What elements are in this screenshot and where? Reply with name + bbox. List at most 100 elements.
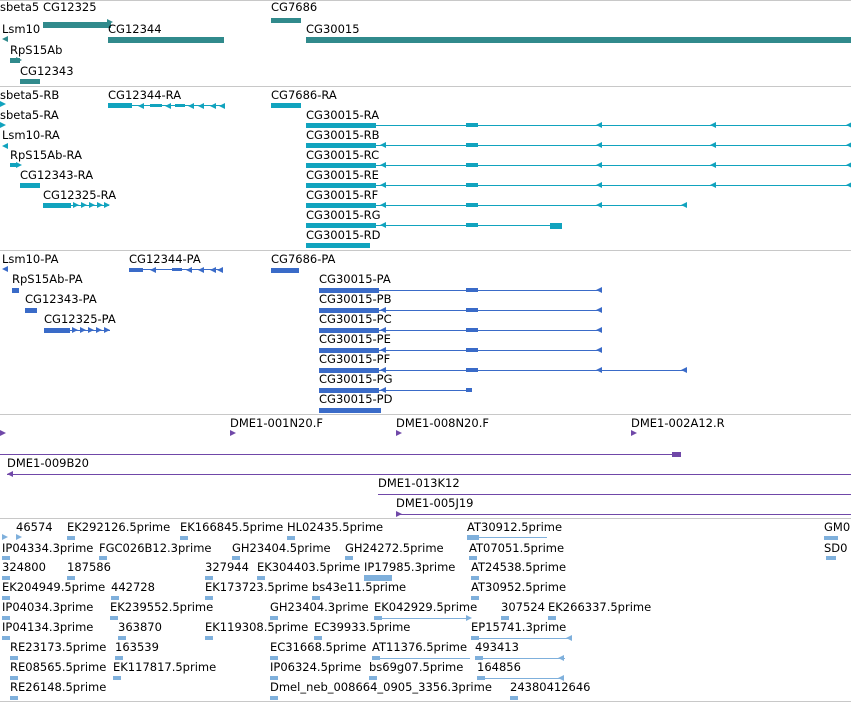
- feature-label: bs43e11.5prime: [312, 580, 407, 594]
- exon-bar: [2, 636, 10, 640]
- strand-arrow-left-icon: [380, 222, 386, 228]
- exon-bar: [270, 656, 278, 660]
- exon-bar: [118, 636, 126, 640]
- exon-bar: [10, 676, 18, 680]
- exon-bar: [43, 203, 71, 208]
- feature-label: EK204949.5prime: [2, 580, 106, 594]
- feature-label: CG30015-PB: [319, 292, 392, 306]
- feature-label: RpS15Ab-RA: [10, 148, 82, 162]
- exon-bar: [466, 348, 478, 352]
- feature-label: 187586: [67, 560, 111, 574]
- exon-bar: [469, 556, 477, 560]
- exon-bar: [205, 636, 213, 640]
- feature-label: CG7686-PA: [271, 252, 336, 266]
- strand-arrow-right-icon: [81, 202, 87, 208]
- intron-line: [306, 125, 851, 126]
- intron-line: [319, 370, 687, 371]
- feature-label: EK304403.5prime: [257, 560, 361, 574]
- strand-arrow-left-icon: [380, 327, 386, 333]
- exon-bar: [466, 368, 478, 372]
- feature-label: GH23404.5prime: [232, 541, 331, 555]
- exon-bar: [67, 576, 75, 580]
- intron-line: [306, 145, 851, 146]
- exon-bar: [477, 676, 485, 680]
- exon-bar: [271, 18, 301, 23]
- exon-bar: [501, 616, 509, 620]
- exon-bar: [306, 143, 376, 148]
- exon-bar: [369, 676, 377, 680]
- exon-bar: [270, 616, 278, 620]
- feature-label: CG30015-PE: [319, 332, 391, 346]
- intron-line: [319, 390, 471, 391]
- strand-arrow-right-icon: [396, 511, 402, 517]
- feature-label: 442728: [111, 580, 155, 594]
- intron-line: [378, 494, 851, 495]
- exon-bar: [25, 308, 37, 313]
- feature-label: IP04034.3prime: [2, 600, 94, 614]
- feature-label: CG30015-RG: [306, 208, 381, 222]
- feature-label: EK292126.5prime: [67, 520, 171, 534]
- strand-arrow-left-icon: [380, 307, 386, 313]
- feature-label: 24380412646: [510, 680, 591, 694]
- strand-arrow-left-icon: [846, 162, 851, 168]
- feature-label: CG12344-PA: [129, 252, 201, 266]
- feature-label: AT24538.5prime: [471, 560, 567, 574]
- feature-label: CG30015-RB: [306, 128, 380, 142]
- exon-bar: [466, 328, 478, 332]
- exon-bar: [271, 103, 301, 108]
- strand-arrow-left-icon: [681, 367, 687, 373]
- exon-bar: [306, 243, 370, 248]
- feature-label: sbeta5-RB: [0, 88, 60, 102]
- strand-arrow-left-icon: [2, 266, 8, 272]
- exon-bar: [10, 163, 18, 167]
- strand-arrow-left-icon: [596, 162, 602, 168]
- strand-arrow-right-icon: [0, 430, 6, 436]
- feature-label: DME1-005J19: [396, 496, 474, 510]
- strand-arrow-left-icon: [150, 267, 156, 273]
- strand-arrow-right-icon: [16, 162, 22, 168]
- exon-bar: [475, 656, 483, 660]
- exon-bar: [306, 203, 376, 208]
- feature-label: CG12344: [108, 22, 162, 36]
- exon-bar: [306, 37, 851, 43]
- exon-bar: [257, 576, 265, 580]
- strand-arrow-left-icon: [558, 675, 564, 681]
- feature-label: CG30015-PA: [319, 272, 391, 286]
- exon-bar: [466, 203, 478, 207]
- strand-arrow-left-icon: [186, 267, 192, 273]
- feature-label: 46574: [16, 520, 53, 534]
- track-separator: [0, 414, 851, 415]
- feature-label: 363870: [118, 620, 162, 634]
- feature-label: RE08565.5prime: [10, 660, 107, 674]
- track-separator: [0, 518, 851, 519]
- strand-arrow-left-icon: [596, 367, 602, 373]
- feature-label: EK239552.5prime: [110, 600, 214, 614]
- exon-bar: [550, 223, 562, 229]
- feature-label: CG30015-PF: [319, 352, 391, 366]
- strand-arrow-right-icon: [230, 430, 236, 436]
- intron-line: [396, 514, 851, 515]
- strand-arrow-left-icon: [2, 143, 8, 149]
- exon-bar: [129, 268, 143, 272]
- strand-arrow-left-icon: [7, 471, 13, 477]
- exon-bar: [108, 37, 224, 43]
- strand-arrow-right-icon: [104, 327, 110, 333]
- exon-bar: [510, 696, 518, 700]
- exon-bar: [364, 575, 392, 581]
- feature-label: RpS15Ab-PA: [12, 272, 83, 286]
- intron-line: [306, 185, 851, 186]
- exon-bar: [2, 616, 10, 620]
- exon-bar: [287, 536, 295, 540]
- intron-line: [477, 678, 563, 679]
- strand-arrow-right-icon: [0, 101, 6, 107]
- strand-arrow-left-icon: [219, 103, 225, 109]
- feature-label: DME1-013K12: [378, 476, 460, 490]
- strand-arrow-left-icon: [380, 202, 386, 208]
- exon-bar: [67, 536, 75, 540]
- strand-arrow-right-icon: [0, 122, 6, 128]
- exon-bar: [115, 656, 123, 660]
- feature-label: Lsm10-RA: [2, 128, 60, 142]
- strand-arrow-right-icon: [73, 202, 79, 208]
- exon-bar: [312, 596, 320, 600]
